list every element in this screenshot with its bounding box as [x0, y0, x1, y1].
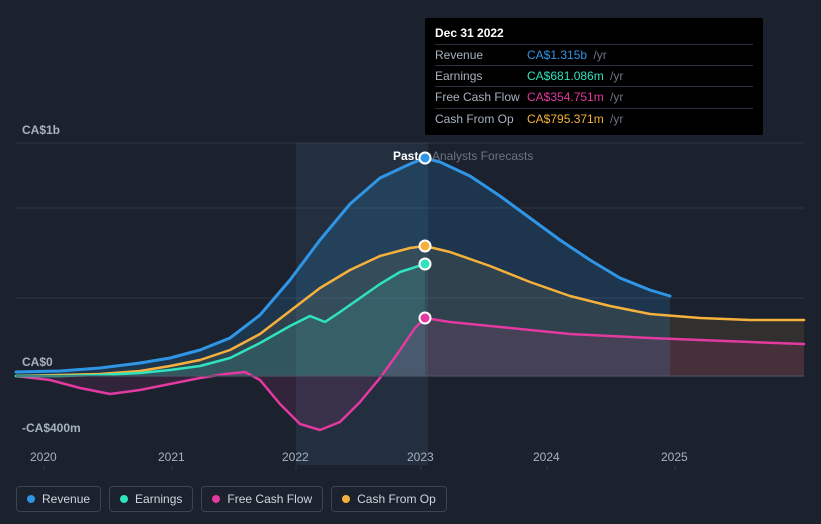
y-axis-label: -CA$400m	[22, 421, 81, 435]
legend-label: Free Cash Flow	[227, 492, 312, 506]
legend-item-revenue[interactable]: Revenue	[16, 486, 101, 512]
legend-label: Revenue	[42, 492, 90, 506]
y-axis-label: CA$0	[22, 355, 53, 369]
legend-label: Cash From Op	[357, 492, 436, 506]
tooltip-metric-value: CA$354.751m /yr	[527, 89, 623, 105]
x-axis-label: 2022	[282, 450, 309, 464]
tooltip-unit: /yr	[590, 48, 607, 62]
legend-dot-icon	[27, 495, 35, 503]
tooltip-row: EarningsCA$681.086m /yr	[435, 65, 753, 86]
tooltip-date: Dec 31 2022	[435, 24, 753, 44]
financial-chart: CA$1b CA$0 -CA$400m 2020 2021 2022 2023 2024 20…	[0, 0, 821, 524]
tooltip-metric-label: Free Cash Flow	[435, 89, 527, 105]
x-axis-label: 2025	[661, 450, 688, 464]
tooltip-metric-label: Cash From Op	[435, 111, 527, 127]
tooltip-unit: /yr	[607, 112, 624, 126]
legend-dot-icon	[342, 495, 350, 503]
tooltip-row: Cash From OpCA$795.371m /yr	[435, 108, 753, 129]
tooltip-metric-label: Revenue	[435, 47, 527, 63]
tooltip-metric-value: CA$1.315b /yr	[527, 47, 607, 63]
y-axis-label: CA$1b	[22, 123, 60, 137]
x-axis-label: 2024	[533, 450, 560, 464]
x-axis-label: 2020	[30, 450, 57, 464]
legend-item-cfo[interactable]: Cash From Op	[331, 486, 447, 512]
legend-label: Earnings	[135, 492, 182, 506]
legend: Revenue Earnings Free Cash Flow Cash From O…	[16, 486, 447, 512]
tooltip-unit: /yr	[607, 69, 624, 83]
x-axis-label: 2021	[158, 450, 185, 464]
tooltip-metric-value: CA$681.086m /yr	[527, 68, 623, 84]
past-label: Past	[393, 149, 418, 163]
chart-tooltip: Dec 31 2022 RevenueCA$1.315b /yrEarnings…	[425, 18, 763, 135]
tooltip-row: Free Cash FlowCA$354.751m /yr	[435, 86, 753, 107]
tooltip-metric-value: CA$795.371m /yr	[527, 111, 623, 127]
forecast-label: Analysts Forecasts	[432, 149, 533, 163]
legend-item-fcf[interactable]: Free Cash Flow	[201, 486, 323, 512]
tooltip-unit: /yr	[607, 90, 624, 104]
tooltip-metric-label: Earnings	[435, 68, 527, 84]
x-axis-label: 2023	[407, 450, 434, 464]
legend-item-earnings[interactable]: Earnings	[109, 486, 193, 512]
legend-dot-icon	[120, 495, 128, 503]
tooltip-row: RevenueCA$1.315b /yr	[435, 44, 753, 65]
legend-dot-icon	[212, 495, 220, 503]
